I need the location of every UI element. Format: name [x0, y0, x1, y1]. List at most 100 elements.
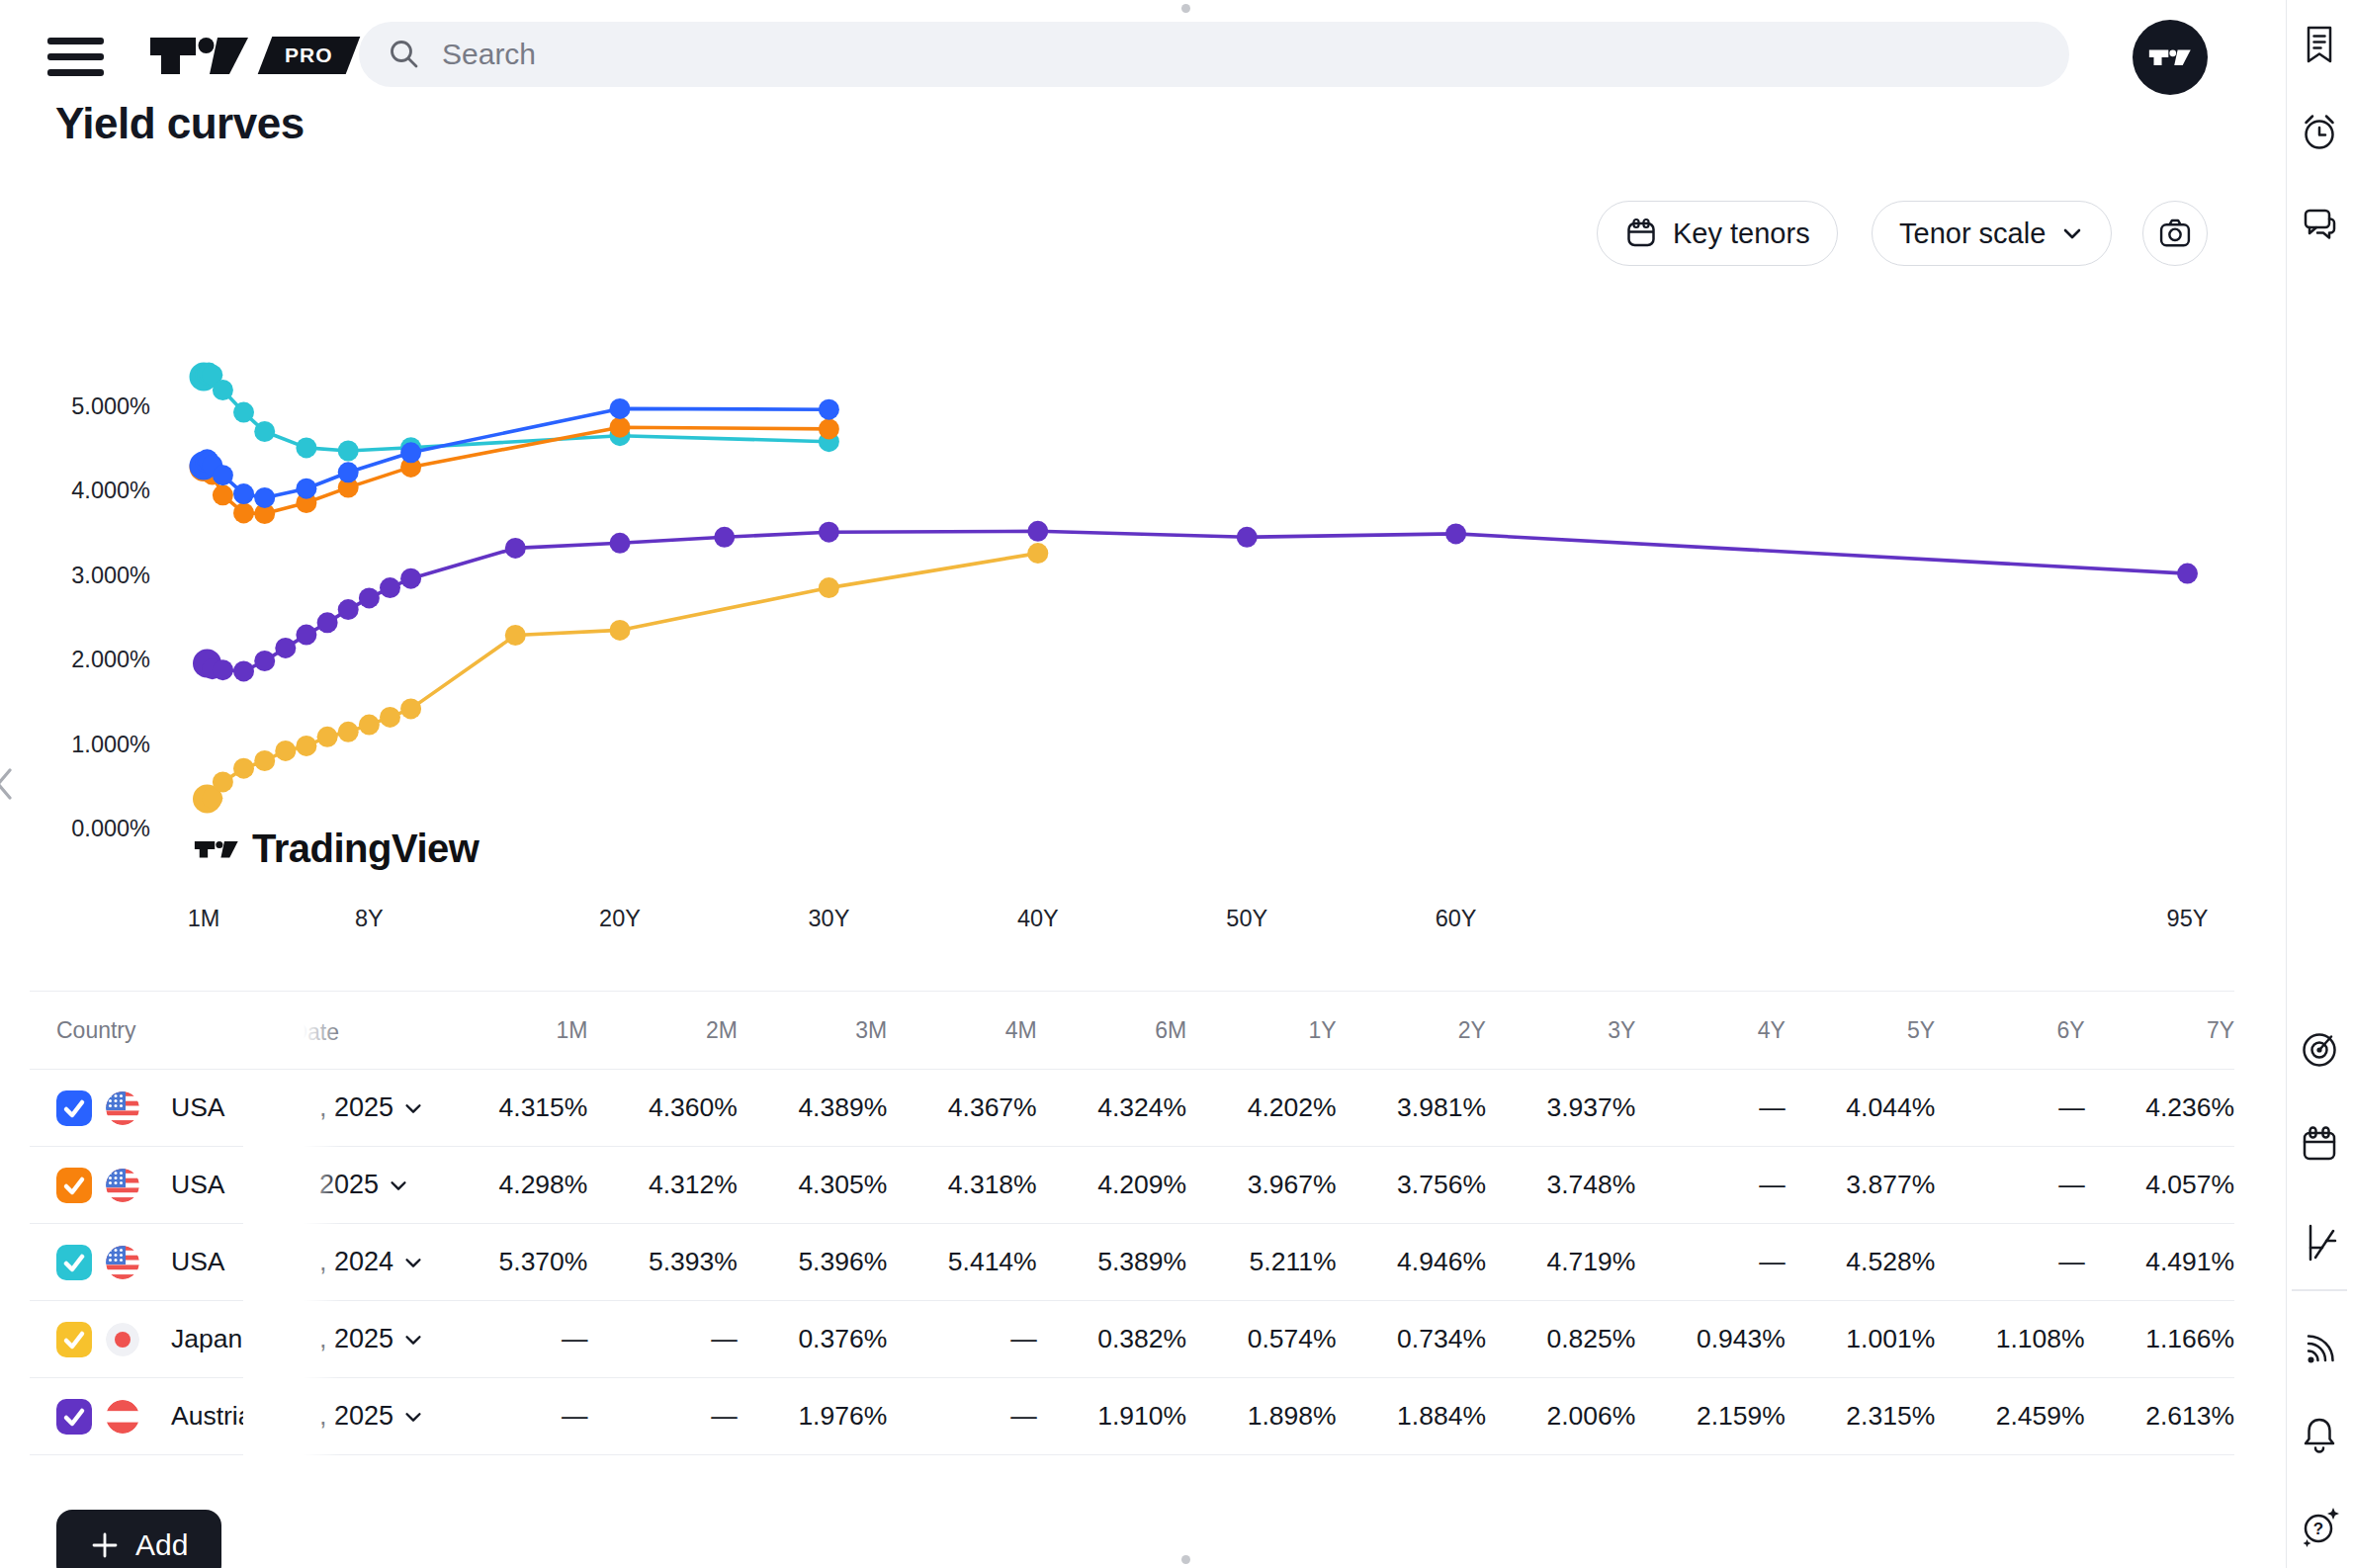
yield-value: 4.360%	[587, 1092, 737, 1123]
column-header-tenor: 3Y	[1486, 1017, 1635, 1044]
series-point	[400, 568, 421, 589]
yield-value: 4.318%	[887, 1170, 1036, 1200]
snapshot-button[interactable]	[2142, 201, 2208, 266]
x-axis-label: 40Y	[979, 906, 1097, 932]
series-point	[2177, 564, 2198, 584]
add-country-button[interactable]: Add	[56, 1510, 221, 1568]
row-checkbox[interactable]	[56, 1090, 92, 1126]
yield-value: 4.044%	[1786, 1092, 1935, 1123]
alarm-clock-icon[interactable]	[2297, 109, 2342, 154]
series-point	[610, 417, 631, 438]
series-point	[317, 727, 338, 747]
notifications-bell-icon[interactable]	[2297, 1413, 2342, 1458]
flag-austria-icon	[106, 1400, 139, 1434]
series-point	[359, 587, 380, 608]
column-header-date: Date	[211, 1019, 339, 1046]
search-input[interactable]	[440, 37, 2044, 72]
series-point	[233, 483, 254, 504]
column-header-tenor: 6Y	[1935, 1017, 2084, 1044]
scroll-left-icon[interactable]	[0, 766, 18, 802]
watchlist-icon[interactable]	[2297, 22, 2342, 67]
country-name: Japan	[171, 1324, 290, 1354]
yield-value: 2.315%	[1786, 1401, 1935, 1432]
series-point	[254, 421, 275, 442]
calendar-icon	[1624, 217, 1658, 250]
row-checkbox[interactable]	[56, 1399, 92, 1435]
series-point	[338, 441, 359, 462]
yield-value: 0.825%	[1486, 1324, 1635, 1354]
yield-value: 3.756%	[1337, 1170, 1486, 1200]
yield-value: —	[438, 1401, 587, 1432]
curve-date-dropdown[interactable]: , 2025	[290, 1401, 438, 1432]
news-feed-icon[interactable]	[2297, 1328, 2342, 1373]
flag-usa-icon	[106, 1169, 139, 1202]
chat-icon[interactable]	[2297, 203, 2342, 248]
chevron-down-icon	[2060, 221, 2084, 245]
yield-value: 4.305%	[738, 1170, 887, 1200]
series-point	[275, 740, 296, 761]
x-axis-label: 20Y	[561, 906, 679, 932]
column-header-tenor: 4Y	[1635, 1017, 1785, 1044]
yield-value: 2.613%	[2085, 1401, 2234, 1432]
yield-value: 1.166%	[2085, 1324, 2234, 1354]
menu-icon[interactable]	[47, 38, 105, 79]
help-icon[interactable]: ?	[2297, 1503, 2342, 1548]
series-point	[380, 577, 400, 598]
x-axis-label: 1M	[144, 906, 263, 932]
curve-date-label: , 2025	[319, 1092, 393, 1123]
screener-icon[interactable]	[2297, 1027, 2342, 1073]
curve-date-dropdown[interactable]: , 2025	[290, 1324, 438, 1354]
series-point	[819, 577, 839, 598]
yield-curves-icon[interactable]	[2297, 1220, 2342, 1265]
series-point	[1027, 543, 1048, 564]
curve-date-dropdown[interactable]: 2025	[290, 1170, 438, 1200]
series-point	[1445, 523, 1466, 544]
yield-value: 2.159%	[1635, 1401, 1785, 1432]
curve-date-dropdown[interactable]: , 2024	[290, 1247, 438, 1277]
series-point	[213, 659, 233, 680]
yield-value: 2.459%	[1935, 1401, 2084, 1432]
yield-value: 4.236%	[2085, 1092, 2234, 1123]
series-point	[1237, 527, 1258, 548]
row-checkbox[interactable]	[56, 1322, 92, 1357]
yield-value: 2.006%	[1486, 1401, 1635, 1432]
series-point	[505, 625, 526, 646]
yield-value: 4.719%	[1486, 1247, 1635, 1277]
row-checkbox[interactable]	[56, 1168, 92, 1203]
curve-date-dropdown[interactable]: , 2025	[290, 1092, 438, 1123]
column-header-tenor: 2Y	[1337, 1017, 1486, 1044]
series-point	[819, 522, 839, 543]
series-point	[505, 538, 526, 559]
yield-curves-chart	[0, 326, 2353, 880]
calendar-icon[interactable]	[2297, 1122, 2342, 1168]
table-row: Japan, 2025——0.376%—0.382%0.574%0.734%0.…	[30, 1301, 2234, 1378]
scroll-indicator-dot	[1181, 1555, 1190, 1564]
yield-value: 4.491%	[2085, 1247, 2234, 1277]
series-point	[400, 442, 421, 463]
scroll-indicator-dot	[1181, 4, 1190, 13]
series-point	[610, 398, 631, 419]
yield-value: —	[1935, 1092, 2084, 1123]
sidebar-divider	[2292, 1289, 2347, 1291]
series-line	[204, 373, 828, 451]
y-axis-label: 2.000%	[40, 647, 150, 673]
tenor-scale-dropdown[interactable]: Tenor scale	[1872, 201, 2112, 266]
country-name: USA	[171, 1247, 290, 1277]
series-point	[359, 715, 380, 736]
series-point	[610, 533, 631, 554]
user-avatar[interactable]	[2133, 20, 2208, 95]
right-sidebar: ?	[2286, 0, 2353, 1568]
series-point	[338, 599, 359, 620]
curve-date-label: , 2025	[319, 1324, 393, 1354]
search-bar[interactable]	[359, 22, 2069, 87]
series-point	[213, 771, 233, 792]
key-tenors-button[interactable]: Key tenors	[1597, 201, 1838, 266]
table-header-row: Country 1M2M3M4M6M1Y2Y3Y4Y5Y6Y7Y Date	[30, 991, 2234, 1070]
column-header-tenor: 3M	[738, 1017, 887, 1044]
svg-text:?: ?	[2313, 1520, 2323, 1538]
series-point	[233, 502, 254, 523]
yield-value: —	[1635, 1170, 1785, 1200]
row-checkbox[interactable]	[56, 1245, 92, 1280]
yield-value: 3.967%	[1186, 1170, 1336, 1200]
yield-value: 4.298%	[438, 1170, 587, 1200]
